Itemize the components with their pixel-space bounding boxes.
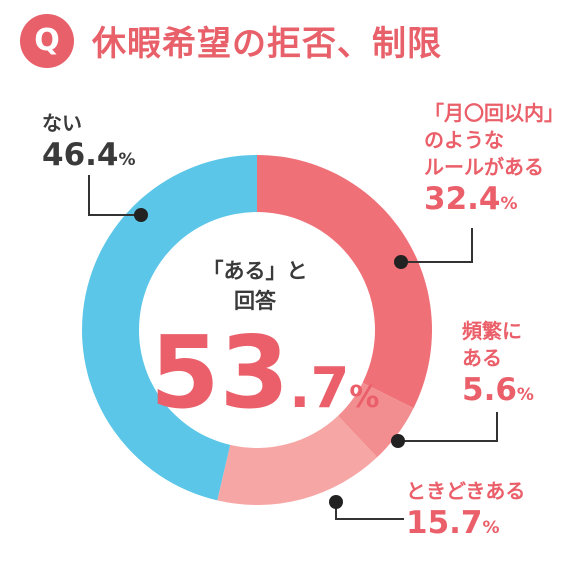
label-frequent-line2: ある (462, 346, 502, 370)
center-total-value: 53.7% (150, 318, 390, 428)
label-frequent-line1: 頻繁に (462, 319, 522, 343)
leader-sometimes (335, 502, 404, 520)
label-sometimes-value: 15.7 (406, 505, 483, 541)
center-value-int: 53 (150, 314, 290, 431)
label-frequent-unit: % (516, 385, 534, 405)
label-rule-unit: % (500, 194, 518, 214)
slice-sometimes (217, 415, 378, 505)
label-none-value: 46.4 (42, 137, 119, 173)
leader-rule-dot (394, 255, 408, 269)
slice-frequent (337, 382, 414, 458)
leader-none (88, 175, 141, 216)
leader-frequent-dot (391, 434, 405, 448)
label-frequent: 頻繁に ある 5.6% (462, 318, 534, 413)
label-sometimes-unit: % (482, 518, 500, 538)
center-caption-line2: 回答 (234, 289, 276, 313)
center-caption-line1: 「ある」と (202, 259, 308, 283)
label-none-line1: ない (42, 111, 82, 135)
label-rule-value: 32.4 (424, 181, 501, 217)
leader-frequent (398, 412, 498, 442)
leader-sometimes-dot (329, 495, 343, 509)
label-none: ない 46.4% (42, 110, 136, 178)
center-value-dec: .7 (289, 356, 350, 421)
label-rule: 「月〇回以内」 のような ルールがある 32.4% (424, 100, 564, 222)
label-rule-line1: 「月〇回以内」 (424, 101, 564, 125)
label-rule-line2: のような (424, 128, 504, 152)
label-rule-line3: ルールがある (424, 155, 544, 179)
label-frequent-value: 5.6 (462, 372, 517, 408)
center-value-unit: % (349, 380, 380, 415)
label-sometimes-line1: ときどきある (406, 479, 526, 503)
chart-title: 休暇希望の拒否、制限 (92, 24, 442, 64)
label-sometimes: ときどきある 15.7% (406, 478, 525, 546)
slice-rule (257, 155, 433, 409)
question-badge: Q (20, 14, 74, 68)
leader-none-dot (134, 208, 148, 222)
leader-rule (401, 228, 473, 263)
center-caption: 「ある」と 回答 (160, 256, 350, 316)
slice-none (82, 155, 257, 501)
label-none-unit: % (118, 150, 136, 170)
